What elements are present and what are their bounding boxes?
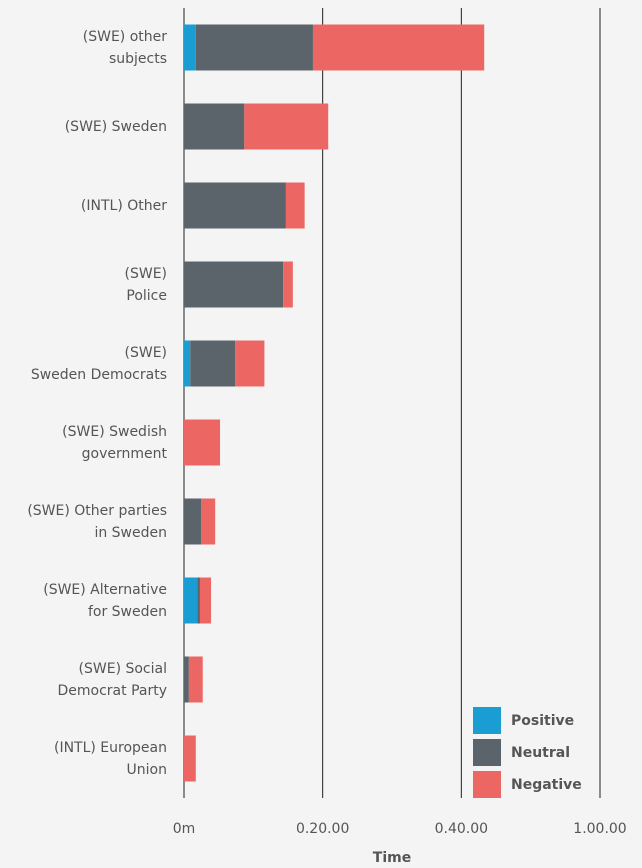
category-label: (SWE) Social Democrat Party (57, 660, 168, 699)
bar-segment (184, 577, 198, 624)
category-label: (SWE) Swedish government (62, 423, 167, 462)
bar-segment (195, 24, 313, 71)
x-tick-label: 0.40.00 (435, 821, 488, 837)
legend-swatch (473, 739, 501, 766)
category-label: (INTL) European Union (53, 739, 167, 778)
bar-segment (184, 735, 196, 782)
legend-swatch (473, 707, 501, 734)
bar-segment (184, 656, 189, 703)
legend-label: Negative (511, 777, 582, 793)
bar-segment (199, 577, 212, 624)
bar-segment (244, 103, 329, 150)
category-label: (SWE) other subjects (82, 28, 167, 67)
bar-segment (184, 419, 221, 466)
bar-segment (184, 261, 284, 308)
bar-segment (184, 103, 245, 150)
bar-segment (184, 340, 191, 387)
category-label: (SWE) Alternative for Sweden (43, 581, 167, 620)
category-label: (SWE) Sweden Democrats (30, 344, 167, 383)
legend-label: Positive (511, 713, 574, 729)
bar-segment (184, 24, 196, 71)
bar-segment (201, 498, 216, 545)
bar-segment (312, 24, 485, 71)
bar-segment (235, 340, 265, 387)
bar-segment (184, 498, 202, 545)
bar-segment (184, 182, 286, 229)
legend-swatch (473, 771, 501, 798)
x-tick-label: 0.20.00 (296, 821, 349, 837)
bar-segment (197, 577, 200, 624)
bar-segment (190, 340, 236, 387)
category-label: (SWE) Sweden (64, 118, 167, 135)
x-tick-label: 1.00.00 (573, 821, 626, 837)
bar-segment (285, 182, 305, 229)
category-label: (INTL) Other (80, 197, 167, 214)
x-axis-label: Time (373, 850, 411, 866)
legend-label: Neutral (511, 745, 570, 761)
x-tick-label: 0m (173, 821, 196, 837)
bar-segment (188, 656, 203, 703)
category-label: (SWE) Other parties in Sweden (27, 502, 167, 541)
category-label: (SWE) Police (124, 265, 168, 304)
bar-segment (283, 261, 293, 308)
